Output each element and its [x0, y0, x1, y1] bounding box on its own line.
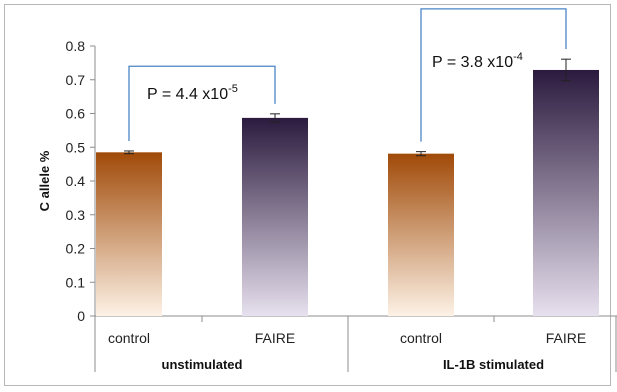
bar: [96, 152, 162, 316]
y-tick-label: 0.6: [66, 106, 86, 122]
bar: [533, 69, 599, 317]
y-tick-label: 0.2: [66, 241, 86, 257]
bar: [388, 153, 454, 316]
p-value-label: P = 4.4 x10-5: [147, 83, 238, 103]
x-category-label: FAIRE: [546, 330, 586, 346]
p-value-label: P = 3.8 x10-4: [432, 51, 523, 71]
x-category-label: control: [108, 330, 150, 346]
axes: 0 0.1 0.2 0.3 0.4 0.5 0.6 0.7 0.8 control FAIRE con…: [66, 38, 617, 372]
y-tick-label: 0.4: [66, 173, 86, 189]
p-value-exponent: -4: [513, 51, 523, 63]
y-tick-label: 0.5: [66, 139, 86, 155]
x-category-label: control: [400, 330, 442, 346]
y-tick-label: 0.8: [66, 38, 86, 54]
significance-bracket: [420, 8, 567, 142]
y-tick-label: 0.7: [66, 72, 86, 88]
y-axis-label: C allele %: [37, 150, 52, 211]
significance-bracket: [128, 65, 276, 141]
y-tick-label: 0.1: [66, 274, 86, 290]
x-category-label: FAIRE: [255, 330, 295, 346]
x-group-label: IL-1B stimulated: [443, 357, 544, 372]
x-group-label: unstimulated: [162, 357, 243, 372]
y-tick-label: 0: [77, 308, 85, 324]
bar: [242, 117, 308, 316]
y-tick-label: 0.3: [66, 207, 86, 223]
bars: [96, 58, 599, 317]
p-value-exponent: -5: [228, 83, 238, 95]
annotations: P = 4.4 x10-5 P = 3.8 x10-4: [128, 8, 567, 142]
